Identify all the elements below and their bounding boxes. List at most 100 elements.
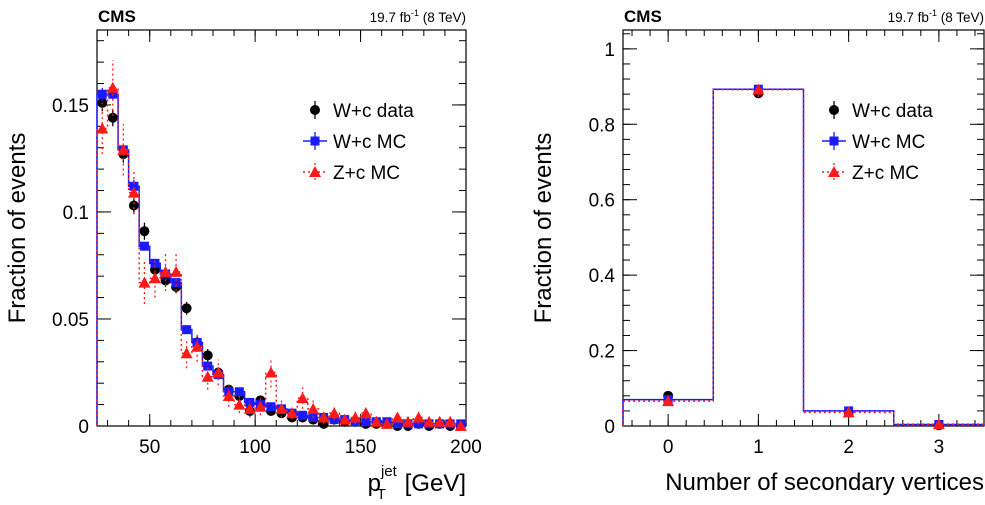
experiment-label: CMS bbox=[98, 7, 136, 26]
data-point bbox=[233, 398, 246, 410]
x-tick-label: 2 bbox=[843, 437, 854, 458]
legend-marker bbox=[829, 136, 839, 146]
data-point bbox=[296, 392, 309, 404]
data-point bbox=[202, 350, 213, 361]
legend-entry: W+c MC bbox=[303, 132, 406, 153]
x-tick-label: 1 bbox=[753, 437, 764, 458]
data-point bbox=[359, 407, 372, 419]
x-tick-label: 3 bbox=[934, 437, 945, 458]
legend-entry: W+c data bbox=[310, 101, 414, 122]
data-point bbox=[127, 186, 140, 198]
data-point bbox=[170, 265, 183, 277]
y-tick-label: 0.1 bbox=[63, 203, 89, 224]
data-point bbox=[182, 325, 192, 335]
data-point bbox=[97, 89, 107, 99]
x-axis-title: Number of secondary vertices bbox=[665, 469, 984, 496]
data-point bbox=[234, 387, 244, 397]
x-tick-label: 100 bbox=[239, 437, 271, 458]
x-tick-label: 150 bbox=[345, 437, 377, 458]
data-point bbox=[139, 226, 150, 237]
legend-label: Z+c MC bbox=[852, 163, 919, 184]
y-tick-label: 0.05 bbox=[52, 310, 89, 331]
y-tick-label: 0.8 bbox=[589, 115, 615, 136]
y-tick-label: 0.6 bbox=[589, 191, 615, 212]
data-point bbox=[181, 303, 192, 314]
plot-frame bbox=[96, 29, 467, 427]
legend-entry: W+c MC bbox=[822, 132, 925, 153]
series-z-c-mc bbox=[622, 82, 985, 430]
y-tick-label: 0.2 bbox=[589, 342, 615, 363]
x-tick-label: 200 bbox=[450, 437, 482, 458]
data-point bbox=[243, 402, 256, 414]
data-point bbox=[150, 258, 160, 268]
data-point bbox=[932, 418, 945, 430]
data-point bbox=[286, 407, 299, 419]
data-point bbox=[298, 410, 308, 420]
y-axis-title: Fraction of events bbox=[530, 133, 557, 324]
legend-label: W+c MC bbox=[333, 132, 406, 153]
data-point bbox=[433, 415, 446, 427]
y-tick-label: 0 bbox=[78, 417, 89, 438]
histogram-line bbox=[622, 88, 985, 426]
y-axis-title: Fraction of events bbox=[4, 133, 31, 324]
data-point bbox=[391, 411, 404, 423]
histogram-line bbox=[96, 87, 466, 427]
data-point bbox=[128, 200, 139, 211]
data-point bbox=[328, 407, 341, 419]
legend-marker bbox=[828, 166, 840, 177]
data-point bbox=[159, 265, 172, 277]
data-point bbox=[370, 415, 383, 427]
data-point bbox=[307, 402, 320, 414]
data-point bbox=[752, 83, 765, 95]
data-point bbox=[245, 397, 255, 407]
data-point bbox=[361, 417, 371, 427]
data-point bbox=[139, 241, 149, 251]
data-point bbox=[117, 143, 130, 155]
panel-1: 0 0.05 0.1 0.15 50 100 150 200 CMS 19.7 fb-1 (8 T… bbox=[4, 7, 482, 503]
data-point bbox=[454, 420, 467, 431]
luminosity-label: 19.7 fb-1 (8 TeV) bbox=[370, 8, 466, 25]
legend-marker bbox=[310, 105, 320, 115]
data-point bbox=[171, 278, 181, 288]
data-point bbox=[423, 415, 436, 427]
data-point bbox=[191, 340, 204, 352]
legend-entry: Z+c MC bbox=[303, 163, 400, 184]
legend-label: Z+c MC bbox=[333, 163, 400, 184]
data-point bbox=[349, 411, 362, 423]
data-point bbox=[266, 402, 276, 412]
legend-marker bbox=[829, 105, 839, 115]
luminosity-label: 19.7 fb-1 (8 TeV) bbox=[888, 8, 984, 25]
series-w-c-mc bbox=[96, 87, 467, 429]
data-point bbox=[138, 276, 151, 288]
data-point bbox=[106, 81, 119, 93]
data-point bbox=[317, 411, 330, 423]
y-tick-label: 1 bbox=[604, 40, 615, 61]
y-tick-label: 0.4 bbox=[589, 266, 616, 287]
data-point bbox=[222, 390, 235, 402]
data-point bbox=[412, 411, 425, 423]
data-point bbox=[129, 181, 139, 191]
data-point bbox=[203, 361, 213, 371]
series-w-c-mc bbox=[622, 84, 985, 429]
data-point bbox=[212, 366, 225, 378]
data-point bbox=[392, 419, 402, 429]
data-point bbox=[201, 370, 214, 382]
experiment-label: CMS bbox=[624, 7, 662, 26]
legend-label: W+c data bbox=[333, 101, 414, 122]
y-tick-label: 0.15 bbox=[52, 96, 89, 117]
data-point bbox=[662, 395, 675, 407]
legend-entry: W+c data bbox=[829, 101, 933, 122]
data-point bbox=[180, 347, 193, 359]
data-point bbox=[107, 112, 118, 123]
data-point bbox=[275, 402, 288, 414]
data-point bbox=[148, 272, 161, 284]
panel-2: 0 0.2 0.4 0.6 0.8 1 0 1 2 3 CMS 19.7 fb-1 (8 TeV) Fr… bbox=[530, 7, 985, 496]
data-point bbox=[402, 415, 415, 427]
data-point bbox=[380, 417, 393, 429]
y-tick-label: 0 bbox=[604, 417, 615, 438]
data-point bbox=[96, 122, 109, 134]
x-tick-label: 0 bbox=[663, 437, 674, 458]
data-point bbox=[264, 366, 277, 378]
